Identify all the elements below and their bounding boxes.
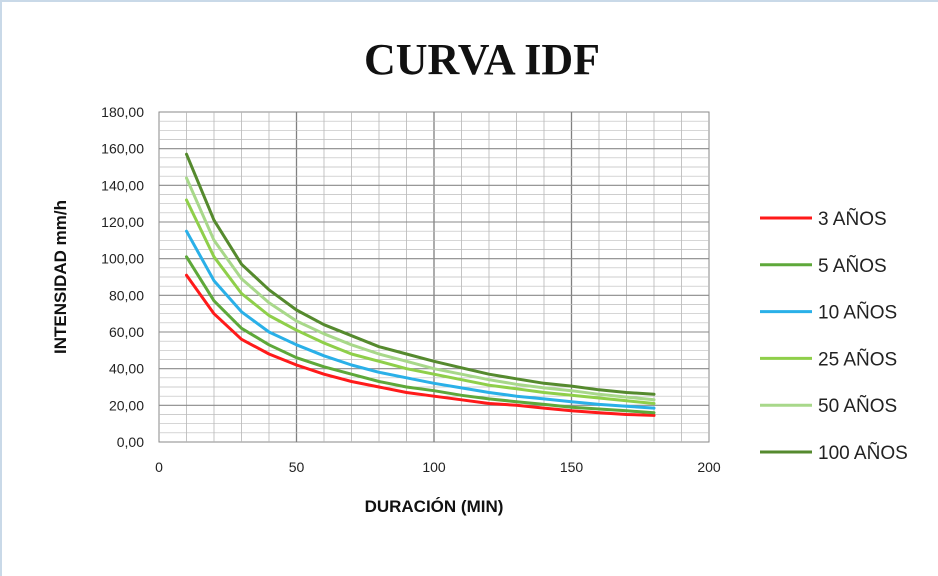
y-tick-label: 20,00 xyxy=(109,397,144,413)
x-tick-label: 150 xyxy=(560,459,584,475)
series-line xyxy=(185,229,656,410)
x-tick-label: 50 xyxy=(289,459,305,475)
y-tick-label: 80,00 xyxy=(109,287,144,303)
y-tick-label: 40,00 xyxy=(109,361,144,377)
series-line xyxy=(185,255,656,415)
y-tick-label: 0,00 xyxy=(117,434,144,450)
legend-label: 100 AÑOS xyxy=(818,442,908,464)
legend-label: 50 AÑOS xyxy=(818,395,897,417)
legend: 3 AÑOS 5 AÑOS 10 AÑOS 25 AÑOS 50 AÑOS 100 AÑO… xyxy=(760,208,908,464)
legend-label: 5 AÑOS xyxy=(818,255,887,277)
legend-label: 10 AÑOS xyxy=(818,302,897,324)
series-line xyxy=(185,273,656,417)
y-tick-labels: 0,00 20,00 40,00 60,00 80,00 100,00 120,00 140,… xyxy=(101,104,144,450)
y-tick-label: 60,00 xyxy=(109,324,144,340)
series-line xyxy=(185,198,656,405)
legend-label: 25 AÑOS xyxy=(818,348,897,370)
y-tick-label: 140,00 xyxy=(101,177,144,193)
x-tick-label: 100 xyxy=(422,459,446,475)
x-tick-labels: 0 50 100 150 200 xyxy=(155,459,721,475)
series-lines xyxy=(185,152,656,417)
x-tick-label: 200 xyxy=(697,459,721,475)
x-axis-title: DURACIÓN (MIN) xyxy=(365,497,504,516)
legend-label: 3 AÑOS xyxy=(818,208,887,230)
y-tick-label: 160,00 xyxy=(101,141,144,157)
series-line xyxy=(185,176,656,402)
x-tick-label: 0 xyxy=(155,459,163,475)
chart-title: CURVA IDF xyxy=(364,35,600,84)
y-axis-title: INTENSIDAD mm/h xyxy=(51,200,70,354)
series-line xyxy=(185,152,656,396)
grid xyxy=(158,111,710,443)
y-tick-label: 100,00 xyxy=(101,251,144,267)
y-tick-label: 120,00 xyxy=(101,214,144,230)
y-tick-label: 180,00 xyxy=(101,104,144,120)
